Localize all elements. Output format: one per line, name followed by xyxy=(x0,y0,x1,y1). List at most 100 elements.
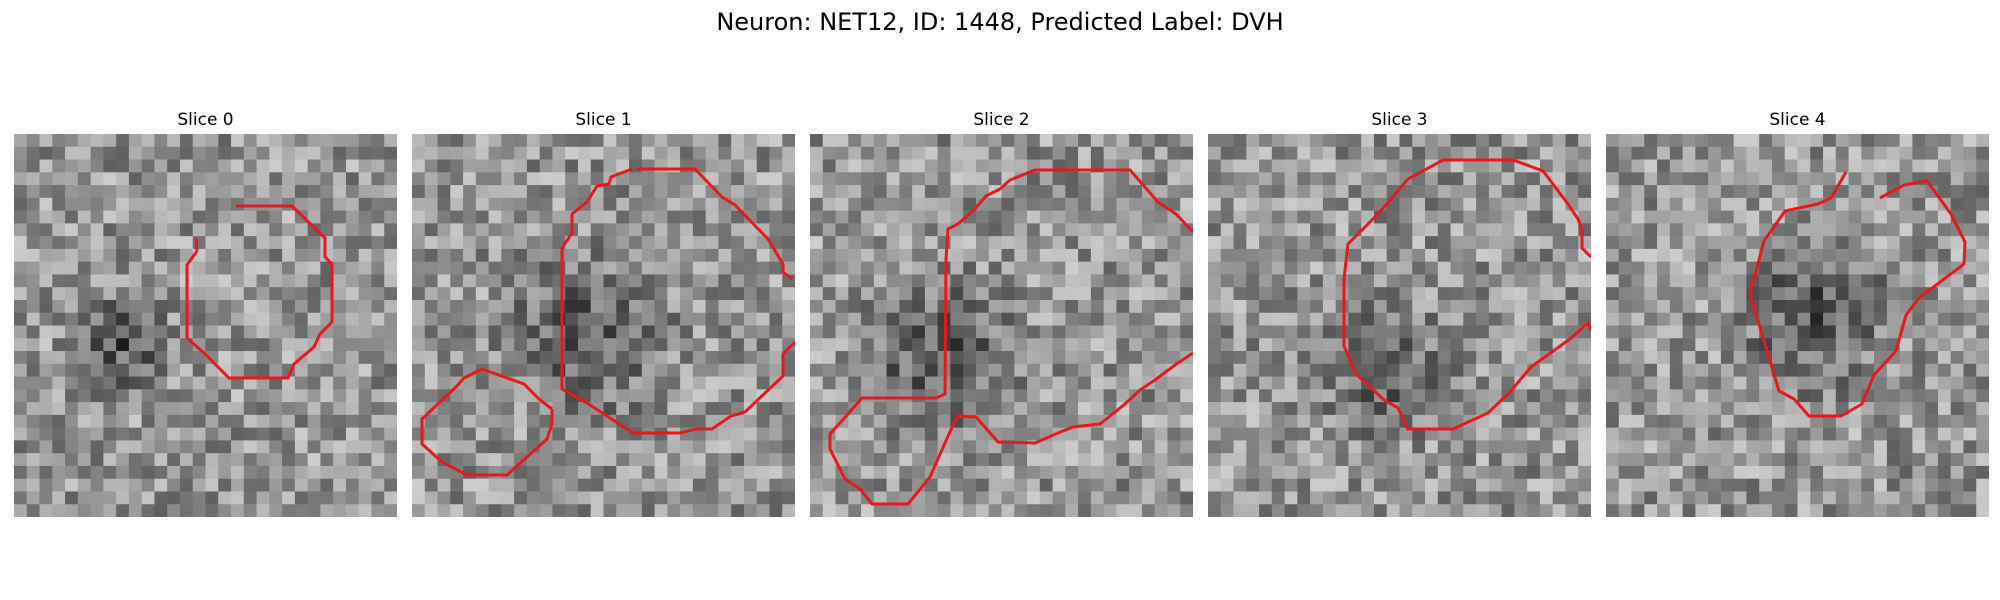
pixel-tile xyxy=(1154,159,1169,173)
pixel-tile xyxy=(1322,389,1337,403)
pixel-tile xyxy=(1090,338,1105,352)
pixel-tile xyxy=(1014,248,1028,263)
pixel-tile xyxy=(680,389,694,403)
pixel-tile xyxy=(1348,465,1362,480)
pixel-tile xyxy=(1606,236,1620,250)
pixel-tile xyxy=(718,389,732,403)
pixel-tile xyxy=(1501,402,1515,416)
pixel-tile xyxy=(1116,223,1130,237)
pixel-tile xyxy=(1976,185,1989,199)
pixel-tile xyxy=(141,453,156,467)
pixel-tile xyxy=(603,146,617,161)
pixel-tile xyxy=(128,427,143,441)
pixel-tile xyxy=(731,363,745,378)
pixel-tile xyxy=(1874,389,1888,403)
pixel-tile xyxy=(1208,402,1222,416)
pixel-tile xyxy=(1001,363,1015,378)
pixel-tile xyxy=(1669,504,1684,517)
pixel-tile xyxy=(810,389,824,403)
pixel-tile xyxy=(1386,465,1401,480)
pixel-tile xyxy=(1657,440,1671,454)
pixel-tile xyxy=(1552,351,1567,365)
pixel-tile xyxy=(307,197,321,212)
pixel-tile xyxy=(654,389,668,403)
pixel-tile xyxy=(705,261,719,276)
pixel-tile xyxy=(743,197,758,212)
pixel-tile xyxy=(231,440,245,454)
pixel-tile xyxy=(1810,504,1824,517)
pixel-tile xyxy=(1501,389,1515,403)
pixel-tile xyxy=(294,236,309,250)
pixel-tile xyxy=(103,376,117,390)
pixel-tile xyxy=(1720,453,1735,467)
pixel-tile xyxy=(52,274,66,288)
pixel-tile xyxy=(1463,146,1477,161)
pixel-tile xyxy=(1014,159,1028,173)
pixel-tile xyxy=(1078,299,1092,314)
pixel-tile xyxy=(1039,134,1054,148)
pixel-tile xyxy=(1539,440,1554,454)
pixel-tile xyxy=(282,159,296,173)
pixel-tile xyxy=(294,248,309,263)
pixel-tile xyxy=(1759,274,1773,288)
pixel-tile xyxy=(103,427,117,441)
pixel-tile xyxy=(65,351,79,365)
pixel-tile xyxy=(705,478,719,493)
pixel-tile xyxy=(475,236,490,250)
pixel-tile xyxy=(861,172,875,186)
pixel-tile xyxy=(848,134,862,148)
pixel-tile xyxy=(873,402,888,416)
pixel-tile xyxy=(899,146,913,161)
pixel-tile xyxy=(77,236,92,250)
pixel-tile xyxy=(141,146,156,161)
pixel-tile xyxy=(1180,414,1193,429)
pixel-tile xyxy=(1759,402,1773,416)
pixel-tile xyxy=(1116,325,1130,339)
pixel-tile xyxy=(1014,491,1028,505)
pixel-tile xyxy=(1976,223,1989,237)
pixel-tile xyxy=(192,453,207,467)
pixel-tile xyxy=(692,402,707,416)
pixel-tile xyxy=(488,504,502,517)
pixel-tile xyxy=(1386,491,1401,505)
pixel-tile xyxy=(1437,351,1452,365)
pixel-tile xyxy=(1271,261,1286,276)
pixel-tile xyxy=(243,363,258,378)
pixel-tile xyxy=(514,146,528,161)
pixel-tile xyxy=(1733,440,1748,454)
pixel-tile xyxy=(1874,248,1888,263)
pixel-tile xyxy=(1950,299,1965,314)
pixel-tile xyxy=(963,197,977,212)
pixel-tile xyxy=(886,299,900,314)
pixel-tile xyxy=(1618,478,1633,493)
pixel-tile xyxy=(450,159,464,173)
pixel-tile xyxy=(1682,504,1696,517)
pixel-tile xyxy=(1271,185,1286,199)
pixel-tile xyxy=(1695,274,1709,288)
pixel-tile xyxy=(256,491,270,505)
pixel-tile xyxy=(1001,274,1015,288)
pixel-tile xyxy=(243,185,258,199)
pixel-tile xyxy=(26,287,41,301)
pixel-tile xyxy=(667,504,681,517)
pixel-tile xyxy=(552,376,566,390)
pixel-tile xyxy=(1322,453,1337,467)
pixel-tile xyxy=(14,134,28,148)
pixel-tile xyxy=(577,312,592,327)
pixel-tile xyxy=(848,248,862,263)
pixel-tile xyxy=(1899,287,1913,301)
pixel-tile xyxy=(539,159,554,173)
pixel-tile xyxy=(743,274,758,288)
pixel-tile xyxy=(320,504,334,517)
pixel-tile xyxy=(1297,325,1311,339)
pixel-tile xyxy=(450,363,464,378)
pixel-tile xyxy=(629,172,643,186)
pixel-tile xyxy=(1771,414,1786,429)
pixel-tile xyxy=(526,414,541,429)
pixel-tile xyxy=(1606,134,1620,148)
pixel-tile xyxy=(1335,172,1350,186)
pixel-tile xyxy=(641,338,656,352)
pixel-tile xyxy=(141,363,156,378)
pixel-tile xyxy=(1154,427,1169,441)
pixel-tile xyxy=(1322,172,1337,186)
